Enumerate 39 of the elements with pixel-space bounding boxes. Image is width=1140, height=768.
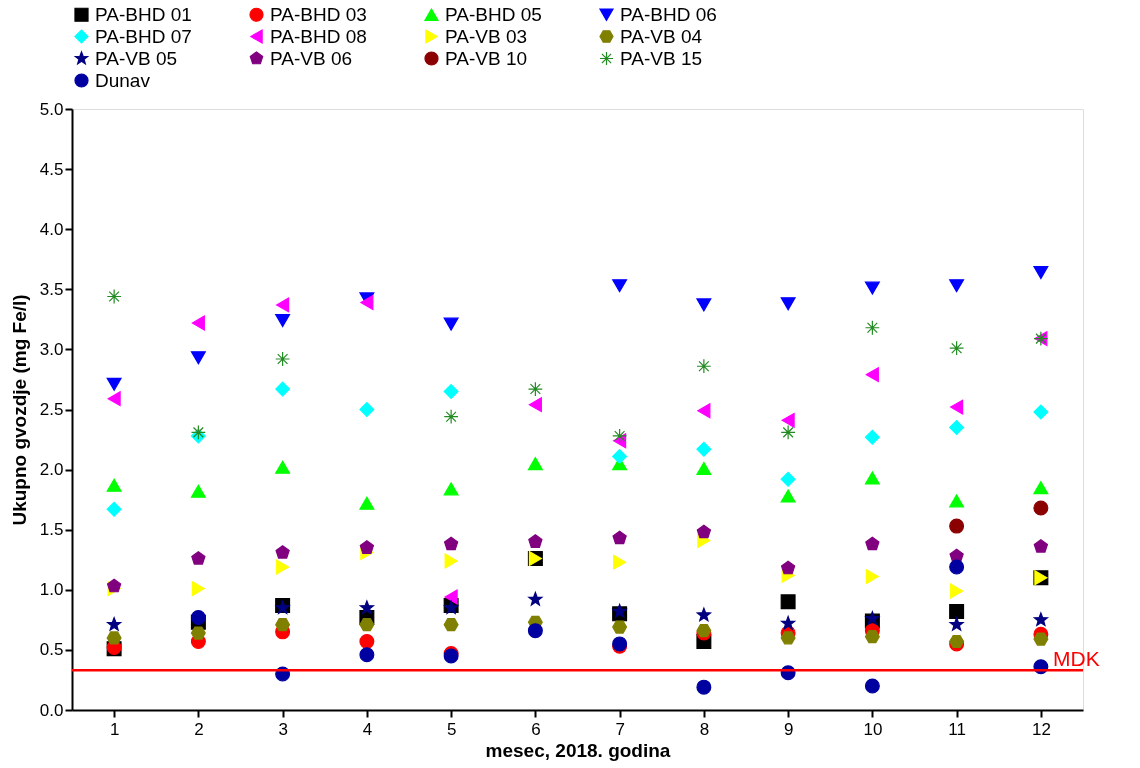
ref-line-label: MDK [1053,647,1100,671]
x-tick-label: 7 [615,719,625,739]
legend-label: PA-BHD 05 [445,3,542,25]
x-tick-label: 2 [194,719,204,739]
legend-label: PA-BHD 01 [95,3,192,25]
legend-label: PA-VB 10 [445,47,528,69]
legend-label: PA-VB 03 [445,25,528,47]
x-tick-label: 4 [362,719,373,739]
x-tick-label: 12 [1031,719,1051,739]
y-tick-label: 2.5 [39,400,64,419]
y-tick-label: 0.0 [39,700,64,720]
y-axis-title: Ukupno gvozdje (mg Fe/l) [8,294,30,526]
x-axis-title: mesec, 2018. godina [485,739,671,761]
x-tick-label: 8 [699,719,710,739]
legend-label: PA-VB 04 [620,25,703,47]
x-tick-label: 10 [863,719,883,739]
legend-label: PA-BHD 06 [620,3,717,25]
y-tick-label: 0.5 [39,640,64,660]
y-tick-label: 4.0 [39,219,64,239]
legend-label: Dunav [95,69,151,91]
x-tick-label: 9 [783,719,794,739]
y-tick-label: 2.0 [39,460,64,480]
y-tick-label: 3.0 [39,339,64,359]
legend-label: PA-BHD 03 [270,3,367,25]
legend-label: PA-VB 06 [270,47,353,69]
legend-label: PA-VB 15 [620,47,703,69]
y-tick-label: 1.5 [39,520,64,540]
y-tick-label: 4.5 [39,159,64,179]
x-tick-label: 1 [109,719,120,739]
legend-label: PA-VB 05 [95,47,178,69]
y-tick-label: 1.0 [39,580,64,600]
y-tick-label: 3.5 [39,279,64,299]
legend-label: PA-BHD 07 [95,25,192,47]
x-tick-label: 3 [278,719,288,739]
y-tick-label: 5.0 [39,99,64,119]
x-tick-label: 11 [948,719,966,739]
x-tick-label: 6 [531,719,541,739]
legend-label: PA-BHD 08 [270,25,367,47]
x-tick-label: 5 [446,719,457,739]
